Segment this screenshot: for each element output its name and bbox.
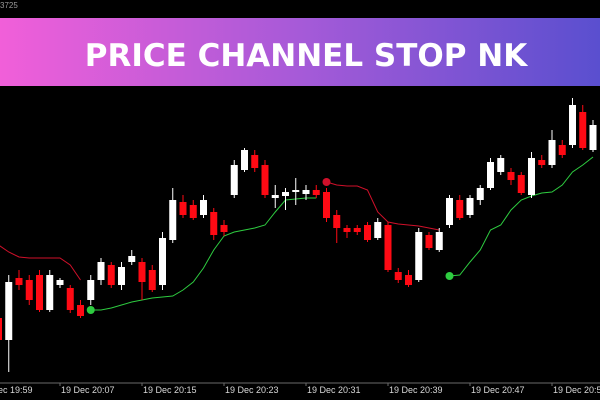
candle-body: [179, 202, 187, 215]
candle-body: [394, 272, 402, 280]
signal-dot: [86, 306, 95, 314]
candle-body: [302, 190, 310, 194]
candle-body: [77, 305, 84, 316]
corner-text: 3725: [0, 1, 18, 10]
candle-body: [405, 275, 412, 285]
x-tick-label: 19 Dec 20:39: [389, 385, 443, 395]
candle-body: [343, 228, 351, 232]
candle-body: [374, 222, 382, 238]
candle-body: [107, 265, 115, 285]
x-tick-label: 19 Dec 20:31: [307, 385, 361, 395]
candle-body: [446, 198, 453, 225]
candle-body: [487, 162, 494, 188]
candle-body: [241, 150, 248, 170]
candle-body: [5, 282, 13, 340]
candle-body: [66, 288, 74, 310]
candle-body: [497, 158, 505, 172]
candle-body: [189, 205, 197, 218]
candle-body: [200, 200, 207, 215]
candle-body: [528, 158, 535, 195]
candle-body: [507, 172, 515, 180]
candle-body: [364, 225, 371, 240]
candle-body: [87, 280, 95, 300]
candle-body: [169, 200, 177, 240]
candle-body: [261, 165, 269, 195]
stop-line: [449, 156, 594, 277]
candle-body: [210, 212, 218, 235]
candle-body: [579, 112, 587, 148]
signal-dot: [322, 178, 331, 186]
candle-body: [476, 188, 484, 200]
candle-body: [538, 160, 546, 165]
candle-body: [251, 155, 259, 168]
candle-body: [230, 165, 238, 195]
candle-body: [425, 235, 433, 248]
candle-body: [25, 280, 33, 300]
candle-body: [517, 175, 525, 193]
title-banner: [0, 18, 600, 86]
candle-body: [415, 232, 423, 280]
x-tick-label: 19 Dec 19:59: [0, 385, 33, 395]
chart-title: PRICE CHANNEL STOP NK: [85, 38, 528, 74]
candle-body: [159, 238, 166, 285]
candle-body: [292, 190, 300, 192]
candle-body: [466, 198, 474, 215]
x-tick-label: 19 Dec 20:15: [143, 385, 197, 395]
candle-body: [0, 318, 2, 340]
candle-body: [282, 192, 289, 196]
candle-body: [323, 192, 330, 218]
candle-body: [333, 215, 341, 228]
candle-body: [148, 270, 156, 290]
candle-body: [128, 256, 136, 262]
candle-body: [353, 228, 361, 232]
candle-body: [15, 278, 23, 285]
x-tick-label: 19 Dec 20:07: [61, 385, 115, 395]
stop-line: [90, 197, 317, 311]
candle-body: [456, 200, 464, 218]
candle-body: [36, 275, 43, 310]
candle-body: [312, 190, 320, 195]
x-tick-label: 19 Dec 20:55: [553, 385, 600, 395]
candle-body: [435, 232, 443, 250]
candle-body: [46, 275, 54, 310]
candle-body: [97, 262, 105, 280]
candle-body: [118, 267, 125, 285]
candle-body: [220, 225, 228, 232]
stop-line: [326, 181, 440, 231]
candle-body: [548, 140, 556, 165]
candle-body: [569, 105, 576, 145]
candle-body: [56, 280, 64, 285]
candle-body: [271, 195, 279, 198]
candle-body: [384, 225, 392, 270]
x-tick-label: 19 Dec 20:23: [225, 385, 279, 395]
x-tick-label: 19 Dec 20:47: [471, 385, 525, 395]
stop-line: [0, 245, 81, 281]
candle-body: [589, 125, 597, 150]
candle-body: [558, 145, 566, 155]
candle-body: [138, 262, 146, 282]
signal-dot: [445, 272, 454, 280]
